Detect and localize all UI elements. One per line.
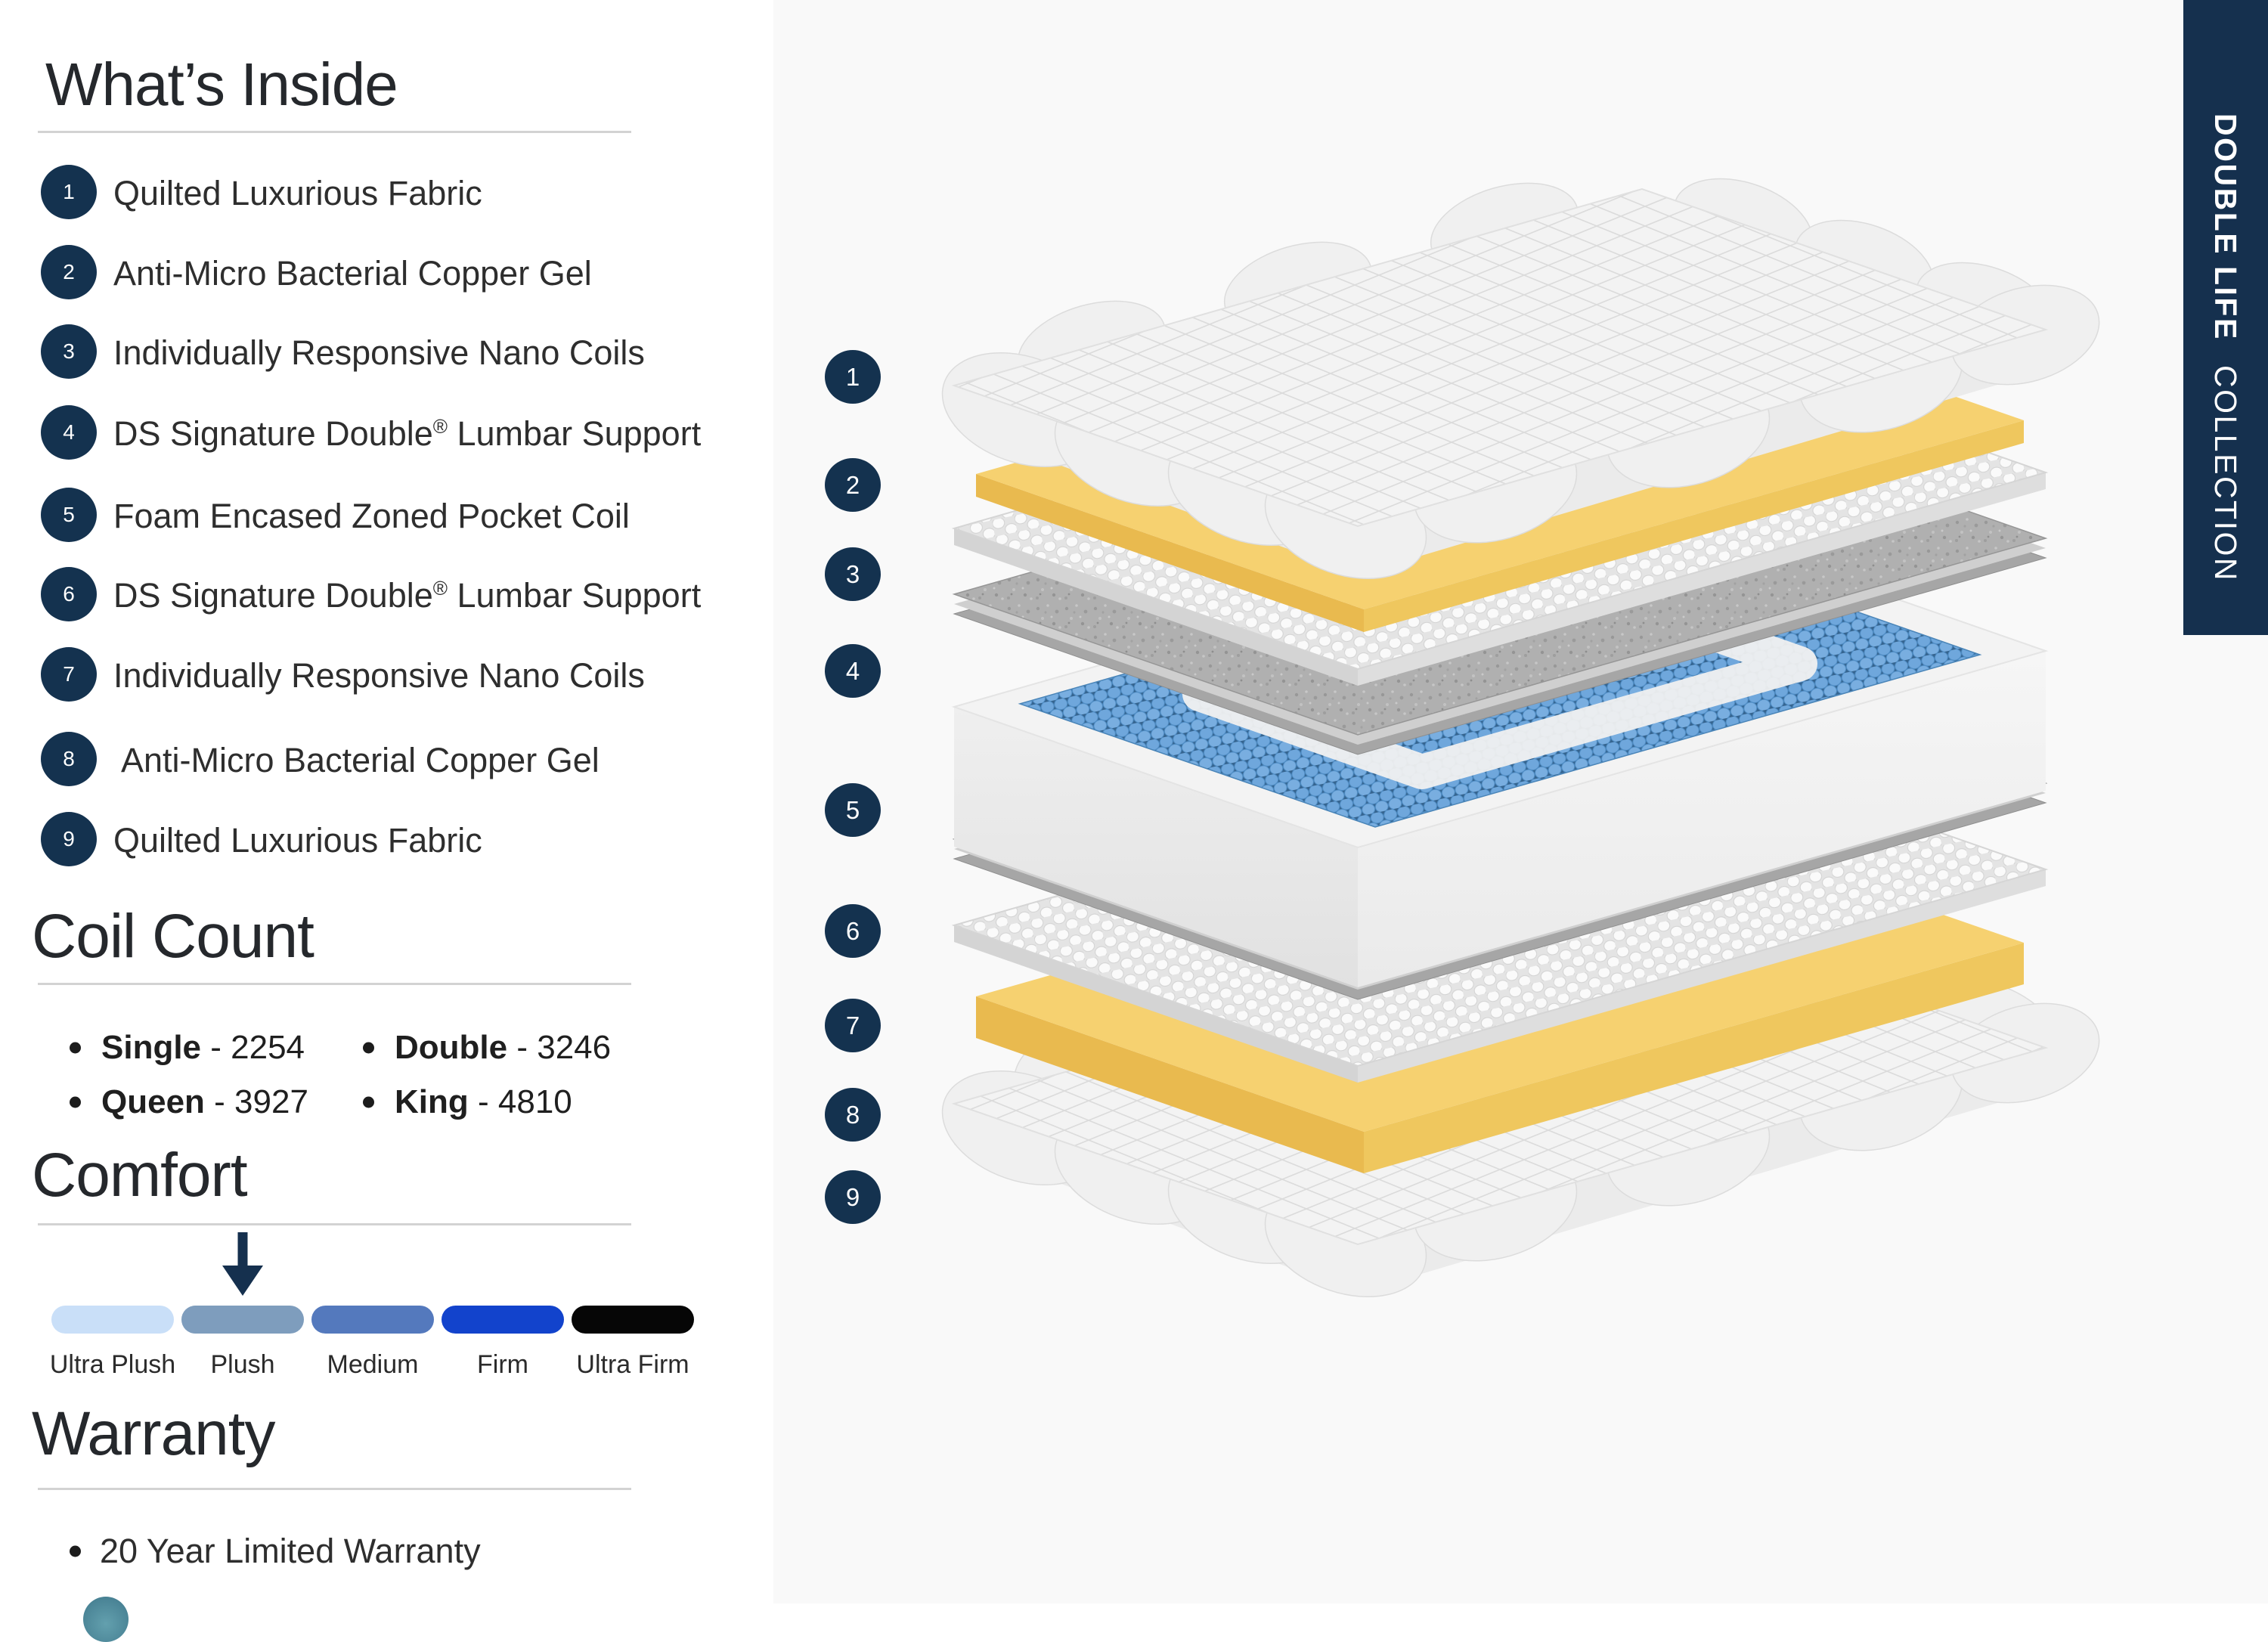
list-item: 2 Anti-Micro Bacterial Copper Gel (0, 245, 756, 302)
diagram-callout-6: 6 (825, 904, 881, 958)
title-divider (38, 131, 631, 133)
number-badge: 5 (41, 488, 97, 542)
comfort-divider (38, 1223, 631, 1225)
number-badge: 2 (41, 245, 97, 299)
diagram-callout-1: 1 (825, 350, 881, 404)
diagram-callout-3: 3 (825, 547, 881, 601)
diagram-callout-2: 2 (825, 458, 881, 512)
banner-collection-name: DOUBLE LIFE (2208, 113, 2243, 341)
coil-count-entry: Double - 3246 (395, 1029, 612, 1066)
coil-count-entry: Single - 2254 (101, 1029, 305, 1066)
mattress-exploded-diagram (941, 178, 2100, 1298)
bullet-dot (70, 1545, 81, 1557)
diagram-callout-7: 7 (825, 999, 881, 1052)
number-badge: 3 (41, 324, 97, 379)
comfort-pill-firm (442, 1306, 564, 1334)
coil-count-entry: Queen - 3927 (101, 1083, 308, 1120)
diagram-callout-8: 8 (825, 1088, 881, 1142)
list-item: 1 Quilted Luxurious Fabric (0, 165, 756, 222)
badge-number: 7 (63, 662, 75, 686)
warranty-title: Warranty (32, 1399, 276, 1468)
badge-number: 3 (63, 339, 75, 363)
comfort-title: Comfort (32, 1141, 248, 1210)
coil-count-row: Queen - 3927 King - 4810 (0, 1080, 756, 1125)
list-item: 7 Individually Responsive Nano Coils (0, 647, 756, 705)
list-item: 8 Anti-Micro Bacterial Copper Gel (0, 732, 756, 789)
badge-number: 9 (63, 827, 75, 850)
item-label: Anti-Micro Bacterial Copper Gel (121, 741, 600, 779)
diagram-callout-4: 4 (825, 644, 881, 698)
whats-inside-title: What’s Inside (45, 51, 398, 118)
comfort-pill-ultra-plush (51, 1306, 174, 1334)
registered-mark: ® (432, 415, 448, 438)
item-label: DS Signature Double (113, 576, 433, 615)
diagram-callout-5: 5 (825, 783, 881, 837)
badge-number: 5 (63, 503, 75, 526)
number-badge: 9 (41, 812, 97, 866)
list-item: 6 DS Signature Double® Lumbar Support (0, 567, 756, 624)
comfort-pill-ultra-firm (572, 1306, 694, 1334)
warranty-divider (38, 1488, 631, 1490)
bullet-dot (70, 1042, 81, 1054)
warranty-item: 20 Year Limited Warranty (0, 1529, 756, 1574)
collection-banner: DOUBLE LIFE COLLECTION (2183, 0, 2268, 635)
layer-quilted-fabric-top (941, 178, 2100, 580)
list-item: 4 DS Signature Double® Lumbar Support (0, 405, 756, 463)
comfort-label: Plush (210, 1350, 275, 1379)
item-label: Quilted Luxurious Fabric (113, 174, 482, 212)
comfort-pill-plush (181, 1306, 304, 1334)
badge-number: 8 (63, 747, 75, 770)
badge-number: 4 (63, 420, 75, 444)
list-item: 5 Foam Encased Zoned Pocket Coil (0, 488, 756, 545)
coil-count-entry: King - 4810 (395, 1083, 572, 1120)
banner-collection-word: COLLECTION (2208, 364, 2243, 582)
item-label: Anti-Micro Bacterial Copper Gel (113, 254, 592, 293)
list-item: 9 Quilted Luxurious Fabric (0, 812, 756, 869)
badge-number: 1 (63, 180, 75, 203)
number-badge: 1 (41, 165, 97, 219)
registered-mark: ® (432, 577, 448, 599)
left-panel: What’s Inside 1 Quilted Luxurious Fabric… (0, 0, 773, 1642)
bullet-dot (363, 1042, 374, 1054)
partial-circle-decoration (83, 1597, 129, 1642)
coil-count-divider (38, 983, 631, 985)
number-badge: 6 (41, 567, 97, 621)
item-label: Foam Encased Zoned Pocket Coil (113, 497, 630, 535)
coil-count-row: Single - 2254 Double - 3246 (0, 1025, 756, 1070)
comfort-pill-medium (311, 1306, 434, 1334)
diagram-callout-9: 9 (825, 1170, 881, 1224)
badge-number: 6 (63, 582, 75, 606)
item-label: Individually Responsive Nano Coils (113, 656, 645, 695)
list-item: 3 Individually Responsive Nano Coils (0, 324, 756, 382)
item-label: DS Signature Double (113, 414, 433, 453)
coil-count-title: Coil Count (32, 902, 314, 971)
comfort-label: Ultra Plush (49, 1350, 176, 1379)
item-label: Quilted Luxurious Fabric (113, 821, 482, 860)
warranty-label: 20 Year Limited Warranty (100, 1532, 481, 1570)
number-badge: 8 (41, 732, 97, 786)
number-badge: 4 (41, 405, 97, 460)
number-badge: 7 (41, 647, 97, 702)
comfort-selector-arrow-icon (222, 1232, 263, 1296)
bullet-dot (70, 1096, 81, 1108)
comfort-label: Medium (327, 1350, 419, 1379)
comfort-label: Firm (477, 1350, 528, 1379)
badge-number: 2 (63, 260, 75, 283)
item-label: Individually Responsive Nano Coils (113, 333, 645, 372)
comfort-label: Ultra Firm (576, 1350, 689, 1379)
bullet-dot (363, 1096, 374, 1108)
